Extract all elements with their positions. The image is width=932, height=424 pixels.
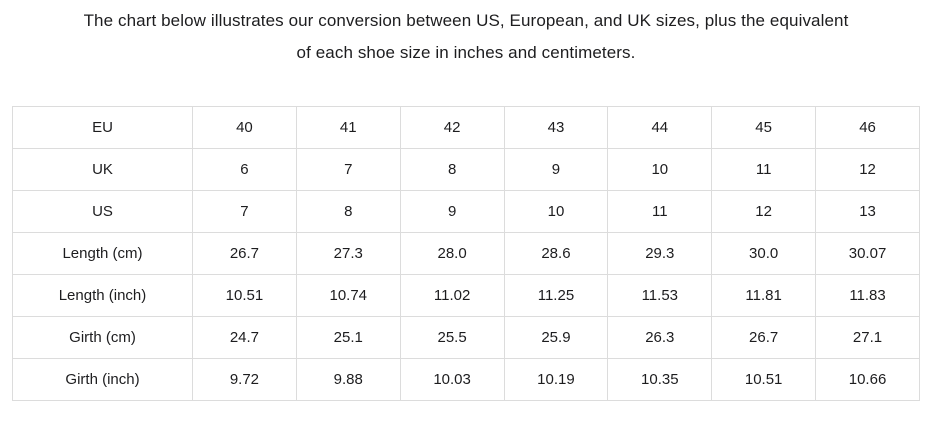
- table-cell: 46: [815, 106, 920, 149]
- table-cell: 8: [295, 190, 401, 233]
- table-cell: 11.25: [503, 274, 609, 317]
- table-cell: 11.53: [607, 274, 713, 317]
- row-label: EU: [12, 106, 193, 149]
- row-label: UK: [12, 148, 193, 191]
- table-cell: 45: [711, 106, 817, 149]
- table-row: EU 40 41 42 43 44 45 46: [12, 106, 920, 149]
- table-cell: 12: [711, 190, 817, 233]
- table-cell: 10: [607, 148, 713, 191]
- table-row: Length (cm) 26.7 27.3 28.0 28.6 29.3 30.0 30.07: [12, 232, 920, 275]
- table-cell: 24.7: [192, 316, 297, 359]
- table-cell: 26.7: [711, 316, 817, 359]
- table-cell: 10.51: [711, 358, 817, 401]
- table-cell: 10.66: [815, 358, 920, 401]
- table-cell: 10.03: [399, 358, 505, 401]
- table-cell: 28.0: [399, 232, 505, 275]
- table-cell: 40: [192, 106, 297, 149]
- table-cell: 9: [399, 190, 505, 233]
- table-cell: 29.3: [607, 232, 713, 275]
- table-cell: 30.07: [815, 232, 920, 275]
- table-cell: 9.72: [192, 358, 297, 401]
- table-row: Girth (inch) 9.72 9.88 10.03 10.19 10.35 10.51…: [12, 358, 920, 401]
- intro-line-2: of each shoe size in inches and centimet…: [296, 43, 636, 62]
- row-label: US: [12, 190, 193, 233]
- table-cell: 7: [192, 190, 297, 233]
- table-cell: 10.51: [192, 274, 297, 317]
- table-row: Girth (cm) 24.7 25.1 25.5 25.9 26.3 26.7 27.1: [12, 316, 920, 359]
- table-cell: 11: [711, 148, 817, 191]
- row-label: Length (cm): [12, 232, 193, 275]
- table-cell: 10.19: [503, 358, 609, 401]
- table-cell: 11.02: [399, 274, 505, 317]
- size-conversion-table: EU 40 41 42 43 44 45 46 UK 6 7 8 9 10 11 12 US 7 8 9 10 11 12 1…: [12, 106, 920, 401]
- table-cell: 43: [503, 106, 609, 149]
- table-row: UK 6 7 8 9 10 11 12: [12, 148, 920, 191]
- table-row: US 7 8 9 10 11 12 13: [12, 190, 920, 233]
- intro-line-1: The chart below illustrates our conversi…: [83, 11, 849, 30]
- table-cell: 9: [503, 148, 609, 191]
- table-cell: 30.0: [711, 232, 817, 275]
- table-cell: 12: [815, 148, 920, 191]
- table-cell: 42: [399, 106, 505, 149]
- intro-text: The chart below illustrates our conversi…: [0, 0, 932, 69]
- row-label: Length (inch): [12, 274, 193, 317]
- table-cell: 8: [399, 148, 505, 191]
- table-cell: 25.9: [503, 316, 609, 359]
- table-cell: 44: [607, 106, 713, 149]
- table-cell: 10.35: [607, 358, 713, 401]
- table-row: Length (inch) 10.51 10.74 11.02 11.25 11.53 11…: [12, 274, 920, 317]
- size-table-body: EU 40 41 42 43 44 45 46 UK 6 7 8 9 10 11 12 US 7 8 9 10 11 12 1…: [12, 106, 920, 401]
- table-cell: 13: [815, 190, 920, 233]
- table-cell: 41: [295, 106, 401, 149]
- table-cell: 11.83: [815, 274, 920, 317]
- table-cell: 7: [295, 148, 401, 191]
- table-cell: 25.5: [399, 316, 505, 359]
- table-cell: 28.6: [503, 232, 609, 275]
- table-cell: 27.3: [295, 232, 401, 275]
- table-cell: 26.7: [192, 232, 297, 275]
- row-label: Girth (cm): [12, 316, 193, 359]
- table-cell: 27.1: [815, 316, 920, 359]
- table-cell: 10: [503, 190, 609, 233]
- row-label: Girth (inch): [12, 358, 193, 401]
- table-cell: 11.81: [711, 274, 817, 317]
- table-cell: 9.88: [295, 358, 401, 401]
- table-cell: 25.1: [295, 316, 401, 359]
- table-cell: 6: [192, 148, 297, 191]
- table-cell: 10.74: [295, 274, 401, 317]
- table-cell: 26.3: [607, 316, 713, 359]
- table-cell: 11: [607, 190, 713, 233]
